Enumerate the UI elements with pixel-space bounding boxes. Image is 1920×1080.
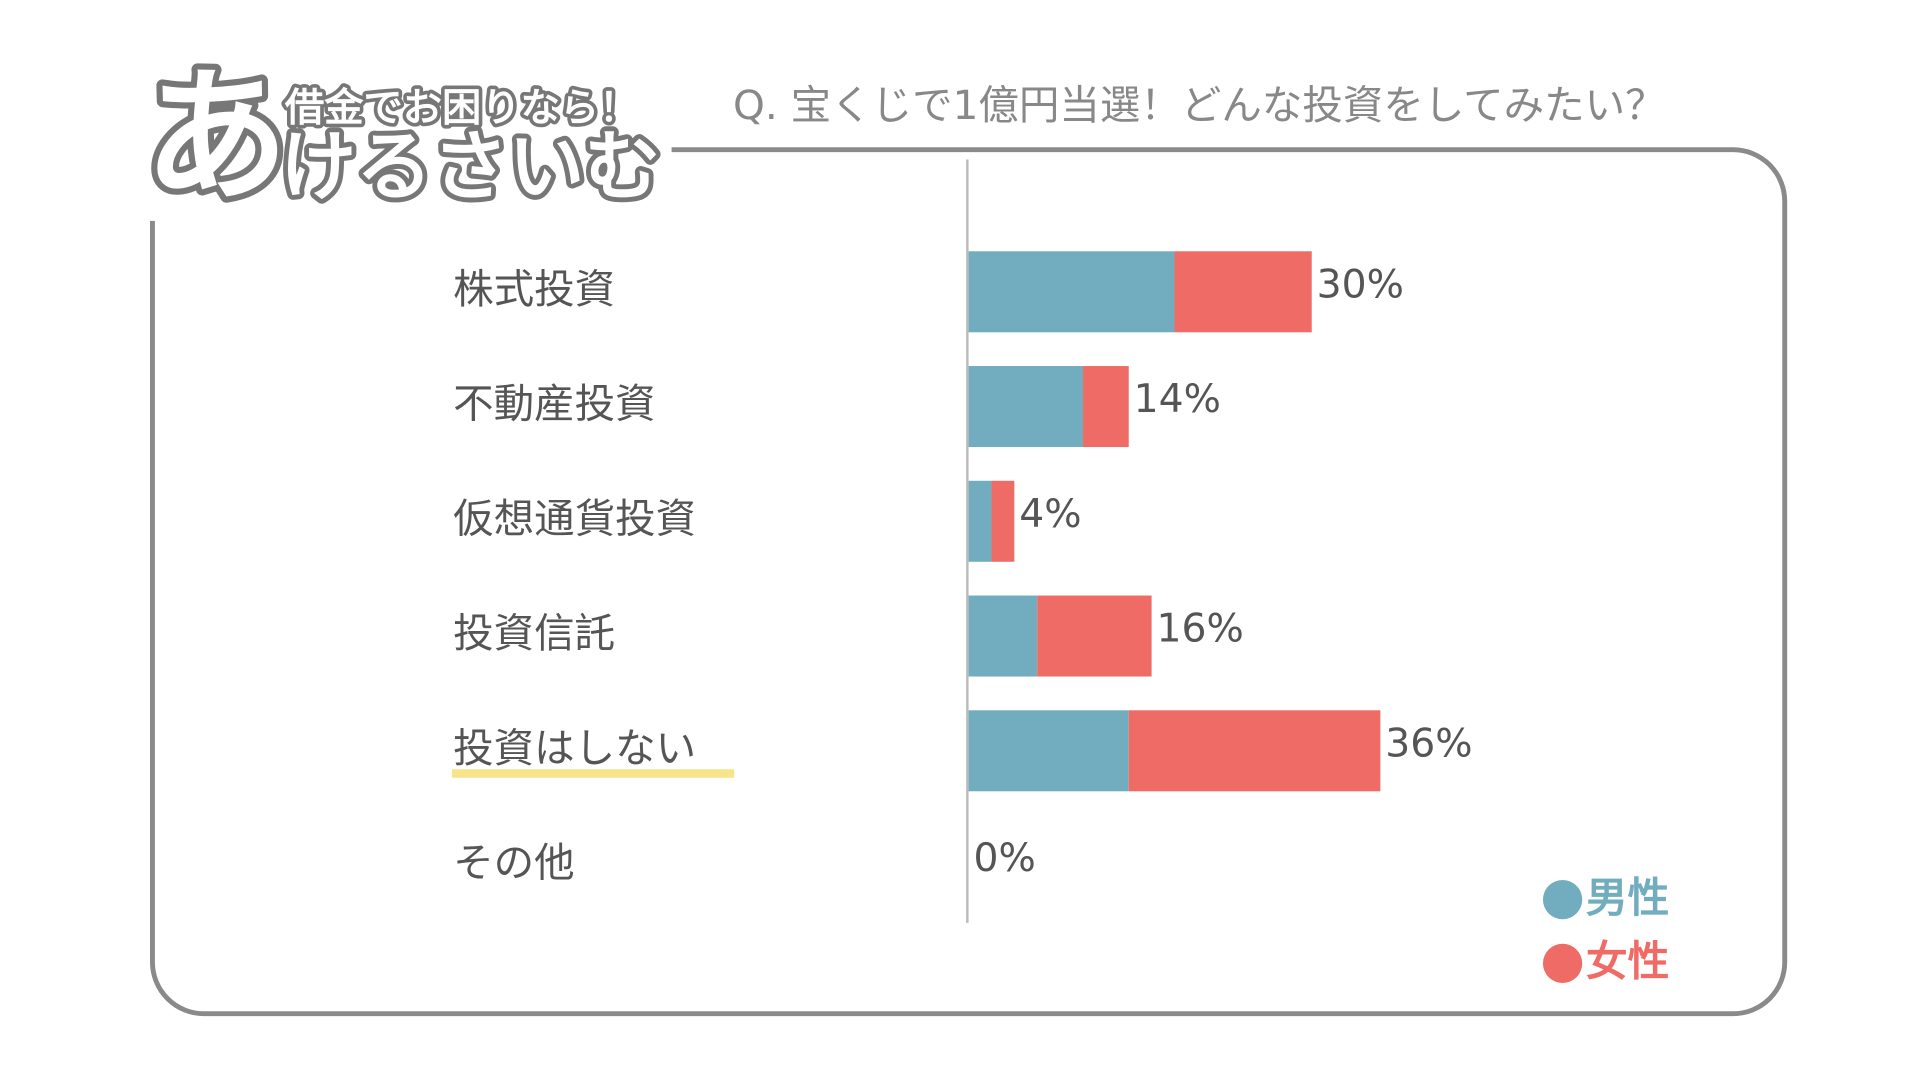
value-label: 14% [1134,377,1221,422]
logo-mark: あ [144,54,289,222]
bar-segment [991,480,1015,562]
category-label: 不動産投資 [453,380,656,428]
value-label: 36% [1385,721,1472,766]
bar-segment [968,251,1175,333]
bar-segment [1037,595,1152,677]
bar-segment [1174,251,1312,333]
bar-segment [1128,710,1381,792]
category-label: その他 [453,839,575,887]
logo-backdrop [131,67,672,221]
bar-segment [968,480,992,562]
category-label: 株式投資 [453,265,615,313]
highlight-underline [451,769,735,778]
legend-marker [1542,879,1583,920]
bar-segment [1082,366,1129,448]
logo-name: けるさいむ [280,122,660,211]
bar-segment [968,366,1083,448]
value-label: 4% [1019,492,1081,537]
category-label: 仮想通貨投資 [453,494,696,542]
value-label: 0% [974,836,1036,881]
value-label: 30% [1317,262,1404,307]
value-label: 16% [1157,607,1244,652]
chart-title: Q. 宝くじで1億円当選！どんな投資をしてみたい？ [733,81,1666,129]
legend-marker [1542,943,1583,984]
category-label: 投資信託 [453,609,615,657]
legend-label: 男性 [1586,873,1669,922]
legend-label: 女性 [1586,937,1669,986]
bar-segment [968,710,1129,792]
logo-tagline: 借金でお困りなら！ [284,85,638,131]
category-label: 投資はしない [453,724,696,772]
bar-segment [968,595,1038,677]
